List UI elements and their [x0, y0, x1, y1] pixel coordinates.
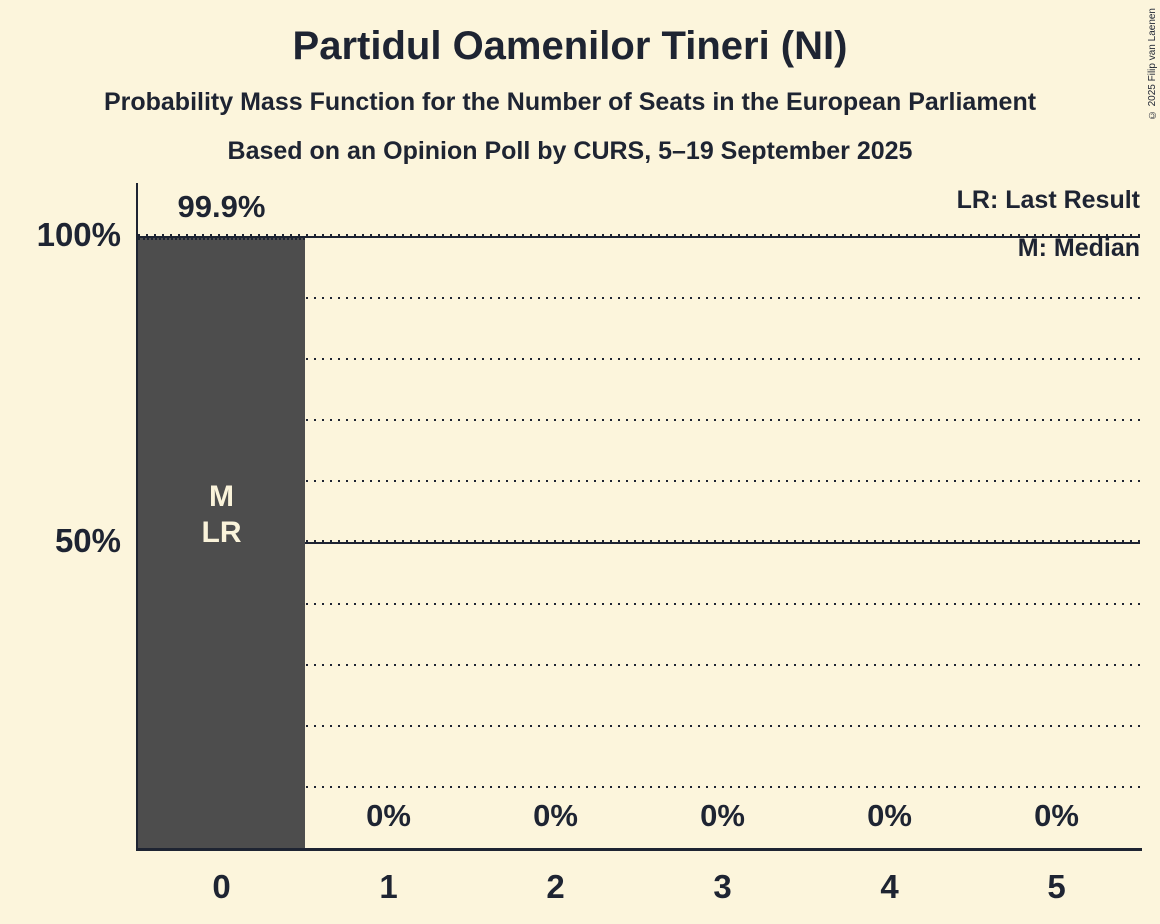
value-label-3: 0% [700, 798, 745, 833]
value-label-1: 0% [366, 798, 411, 833]
gridline-dotted-80 [138, 358, 1140, 361]
x-tick-label-5: 5 [1047, 868, 1066, 905]
copyright-note: © 2025 Filip van Laenen [1147, 8, 1158, 121]
x-axis-line [136, 848, 1142, 851]
bar-seats-0 [138, 237, 305, 848]
x-tick-label-3: 3 [713, 868, 732, 905]
y-axis-line [136, 183, 138, 851]
legend-median: M: Median [1017, 234, 1140, 262]
subtitle-poll: Based on an Opinion Poll by CURS, 5–19 S… [227, 137, 913, 165]
page-title: Partidul Oamenilor Tineri (NI) [292, 24, 848, 68]
gridline-dotted-30 [138, 663, 1140, 666]
y-tick-label-50: 50% [54, 522, 121, 559]
gridline-dotted-20 [138, 724, 1140, 727]
plot-area: 99.9% 0% 0% 0% 0% 0% M LR [138, 189, 1140, 848]
subtitle-pmf: Probability Mass Function for the Number… [103, 88, 1037, 116]
gridline-solid-50 [138, 541, 1140, 544]
gridline-dotted-90 [138, 297, 1140, 300]
value-label-4: 0% [867, 798, 912, 833]
gridline-solid-100 [138, 236, 1140, 238]
value-label-0: 99.9% [177, 188, 266, 224]
gridline-dotted-10 [138, 785, 1140, 788]
value-label-5: 0% [1034, 798, 1079, 833]
legend-last-result: LR: Last Result [956, 186, 1140, 214]
gridline-dotted-overlay-50 [138, 539, 1140, 542]
gridline-dotted-overlay-100 [138, 234, 1140, 236]
y-tick-label-100: 100% [36, 216, 121, 253]
gridline-dotted-60 [138, 480, 1140, 483]
x-tick-label-0: 0 [212, 868, 231, 905]
gridline-dotted-70 [138, 419, 1140, 422]
value-label-2: 0% [533, 798, 578, 833]
x-tick-label-2: 2 [546, 868, 565, 905]
x-tick-label-1: 1 [379, 868, 398, 905]
x-tick-label-4: 4 [880, 868, 899, 905]
bar-annotation-median-lastresult: M LR [201, 480, 242, 549]
gridline-dotted-40 [138, 602, 1140, 605]
